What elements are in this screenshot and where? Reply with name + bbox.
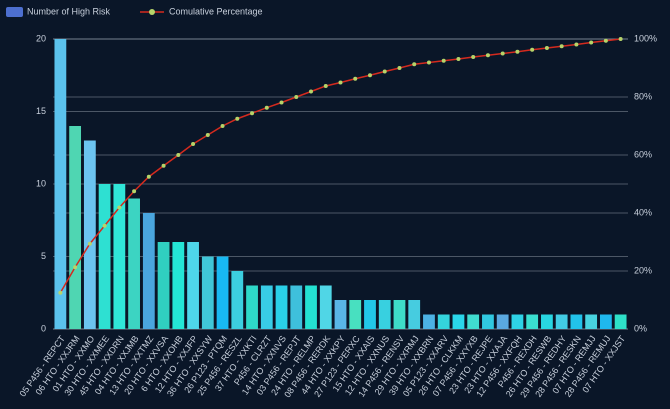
line-marker (87, 241, 92, 246)
line-marker (471, 54, 476, 59)
line-marker (485, 53, 490, 58)
y2-tick-label: 0% (634, 323, 647, 333)
line-marker (294, 95, 299, 99)
y2-tick-label: 40% (634, 207, 652, 217)
line-marker (412, 62, 417, 67)
line-marker (338, 80, 343, 85)
bar (614, 314, 627, 329)
legend-label: Comulative Percentage (169, 6, 263, 16)
bar (423, 314, 435, 329)
line-marker (279, 100, 284, 105)
bar (334, 300, 347, 329)
bar (290, 285, 303, 329)
bar (305, 285, 317, 329)
y-tick-label: 20 (36, 33, 46, 43)
line-marker (191, 141, 196, 146)
line-marker (58, 290, 63, 295)
line-marker (500, 51, 505, 56)
bar (260, 285, 273, 329)
bar (319, 285, 332, 329)
bar (378, 300, 391, 329)
line-marker (220, 124, 225, 128)
legend-label: Number of High Risk (27, 6, 111, 16)
line-marker (117, 205, 122, 210)
line-marker (161, 163, 166, 168)
line-marker (544, 45, 549, 50)
legend-swatch (149, 9, 155, 15)
legend-swatch (6, 7, 23, 17)
line-marker (176, 153, 181, 157)
line-marker (323, 83, 328, 88)
line-marker (530, 47, 535, 52)
line-marker (426, 60, 431, 65)
bar (452, 314, 465, 329)
bar (482, 314, 494, 329)
bar (349, 300, 362, 329)
y-tick-label: 15 (36, 106, 46, 116)
bar (113, 184, 126, 329)
bar (83, 140, 96, 329)
bar (570, 314, 583, 329)
line-marker (367, 73, 372, 78)
line-marker (456, 57, 461, 62)
bar (408, 300, 421, 329)
bar (54, 39, 67, 329)
bar (437, 314, 450, 329)
bar (201, 256, 214, 329)
bar (187, 242, 199, 329)
line-marker (146, 174, 151, 179)
line-marker (618, 37, 623, 41)
bar (599, 314, 612, 329)
y-tick-label: 0 (41, 323, 46, 333)
y-tick-label: 10 (36, 178, 46, 188)
line-marker (589, 40, 594, 45)
bar (585, 314, 598, 329)
line-marker (205, 132, 210, 137)
bar (128, 198, 140, 329)
bar (393, 300, 406, 329)
bar (69, 126, 82, 329)
line-marker (235, 116, 240, 121)
line-marker (309, 89, 314, 94)
line-marker (603, 38, 608, 43)
line-marker (397, 66, 402, 70)
line-marker (515, 49, 520, 54)
line-marker (102, 223, 107, 228)
bar (526, 314, 539, 329)
line-marker (73, 265, 78, 270)
bar (467, 314, 480, 329)
line-marker (353, 76, 358, 81)
bar (555, 314, 568, 329)
line-marker (264, 105, 269, 110)
line-marker (441, 58, 446, 63)
line-marker (559, 44, 564, 49)
bar (172, 242, 185, 329)
bar (98, 184, 111, 329)
bar (541, 314, 553, 329)
y2-tick-label: 80% (634, 91, 652, 101)
y-tick-label: 5 (41, 251, 46, 261)
bar (496, 314, 509, 329)
bar (246, 285, 258, 329)
y2-tick-label: 60% (634, 149, 652, 159)
line-marker (574, 42, 579, 47)
y2-tick-label: 100% (634, 33, 657, 43)
bar (157, 242, 170, 329)
line-marker (250, 111, 255, 116)
bar (364, 300, 376, 329)
line-marker (382, 69, 387, 74)
bar (511, 314, 524, 329)
bar (231, 271, 244, 329)
y2-tick-label: 20% (634, 265, 652, 275)
bar (142, 213, 155, 329)
bar (216, 256, 229, 329)
bar (275, 285, 288, 329)
line-marker (132, 189, 137, 194)
